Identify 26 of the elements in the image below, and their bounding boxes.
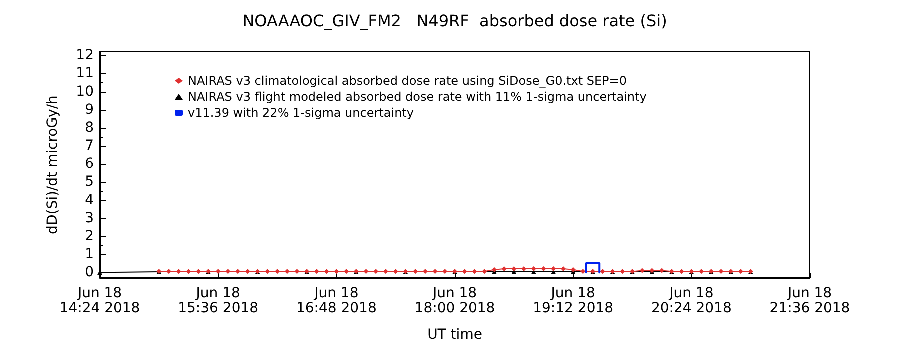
chart-title: NOAAAOC_GIV_FM2 N49RF absorbed dose rate (Si): [242, 12, 668, 30]
legend-label: v11.39 with 22% 1-sigma uncertainty: [188, 106, 414, 120]
x-tick-label: Jun 18 16:48 2018: [296, 286, 377, 316]
y-tick-label: 0: [85, 264, 94, 281]
y-axis-title: dD(Si)/dt microGy/h: [45, 96, 61, 234]
legend-label: NAIRAS v3 flight modeled absorbed dose rate with 11% 1-sigma uncertainty: [188, 90, 647, 104]
x-tick-label: Jun 18 19:12 2018: [533, 286, 614, 316]
y-tick-label: 5: [85, 174, 94, 190]
y-tick-label: 2: [85, 228, 94, 244]
y-tick-label: 11: [76, 66, 94, 82]
x-tick-label: Jun 18 14:24 2018: [60, 286, 140, 316]
y-tick-label: 4: [85, 192, 94, 208]
y-tick-label: 12: [76, 48, 94, 64]
x-axis-title: UT time: [428, 327, 482, 343]
x-tick-label: Jun 18 15:36 2018: [178, 286, 259, 316]
y-tick-label: 8: [85, 120, 94, 136]
y-tick-label: 1: [85, 246, 94, 262]
y-tick-label: 10: [76, 84, 94, 100]
legend-label: NAIRAS v3 climatological absorbed dose rate using SiDose_G0.txt SEP=0: [188, 74, 627, 88]
x-tick-label: Jun 18 21:36 2018: [770, 286, 850, 316]
x-tick-label: Jun 18 20:24 2018: [651, 286, 732, 316]
y-tick-label: 7: [85, 138, 94, 154]
y-tick-label: 6: [85, 156, 94, 172]
x-tick-label: Jun 18 18:00 2018: [414, 286, 496, 316]
y-tick-label: 3: [85, 210, 94, 226]
y-tick-label: 9: [85, 102, 94, 118]
